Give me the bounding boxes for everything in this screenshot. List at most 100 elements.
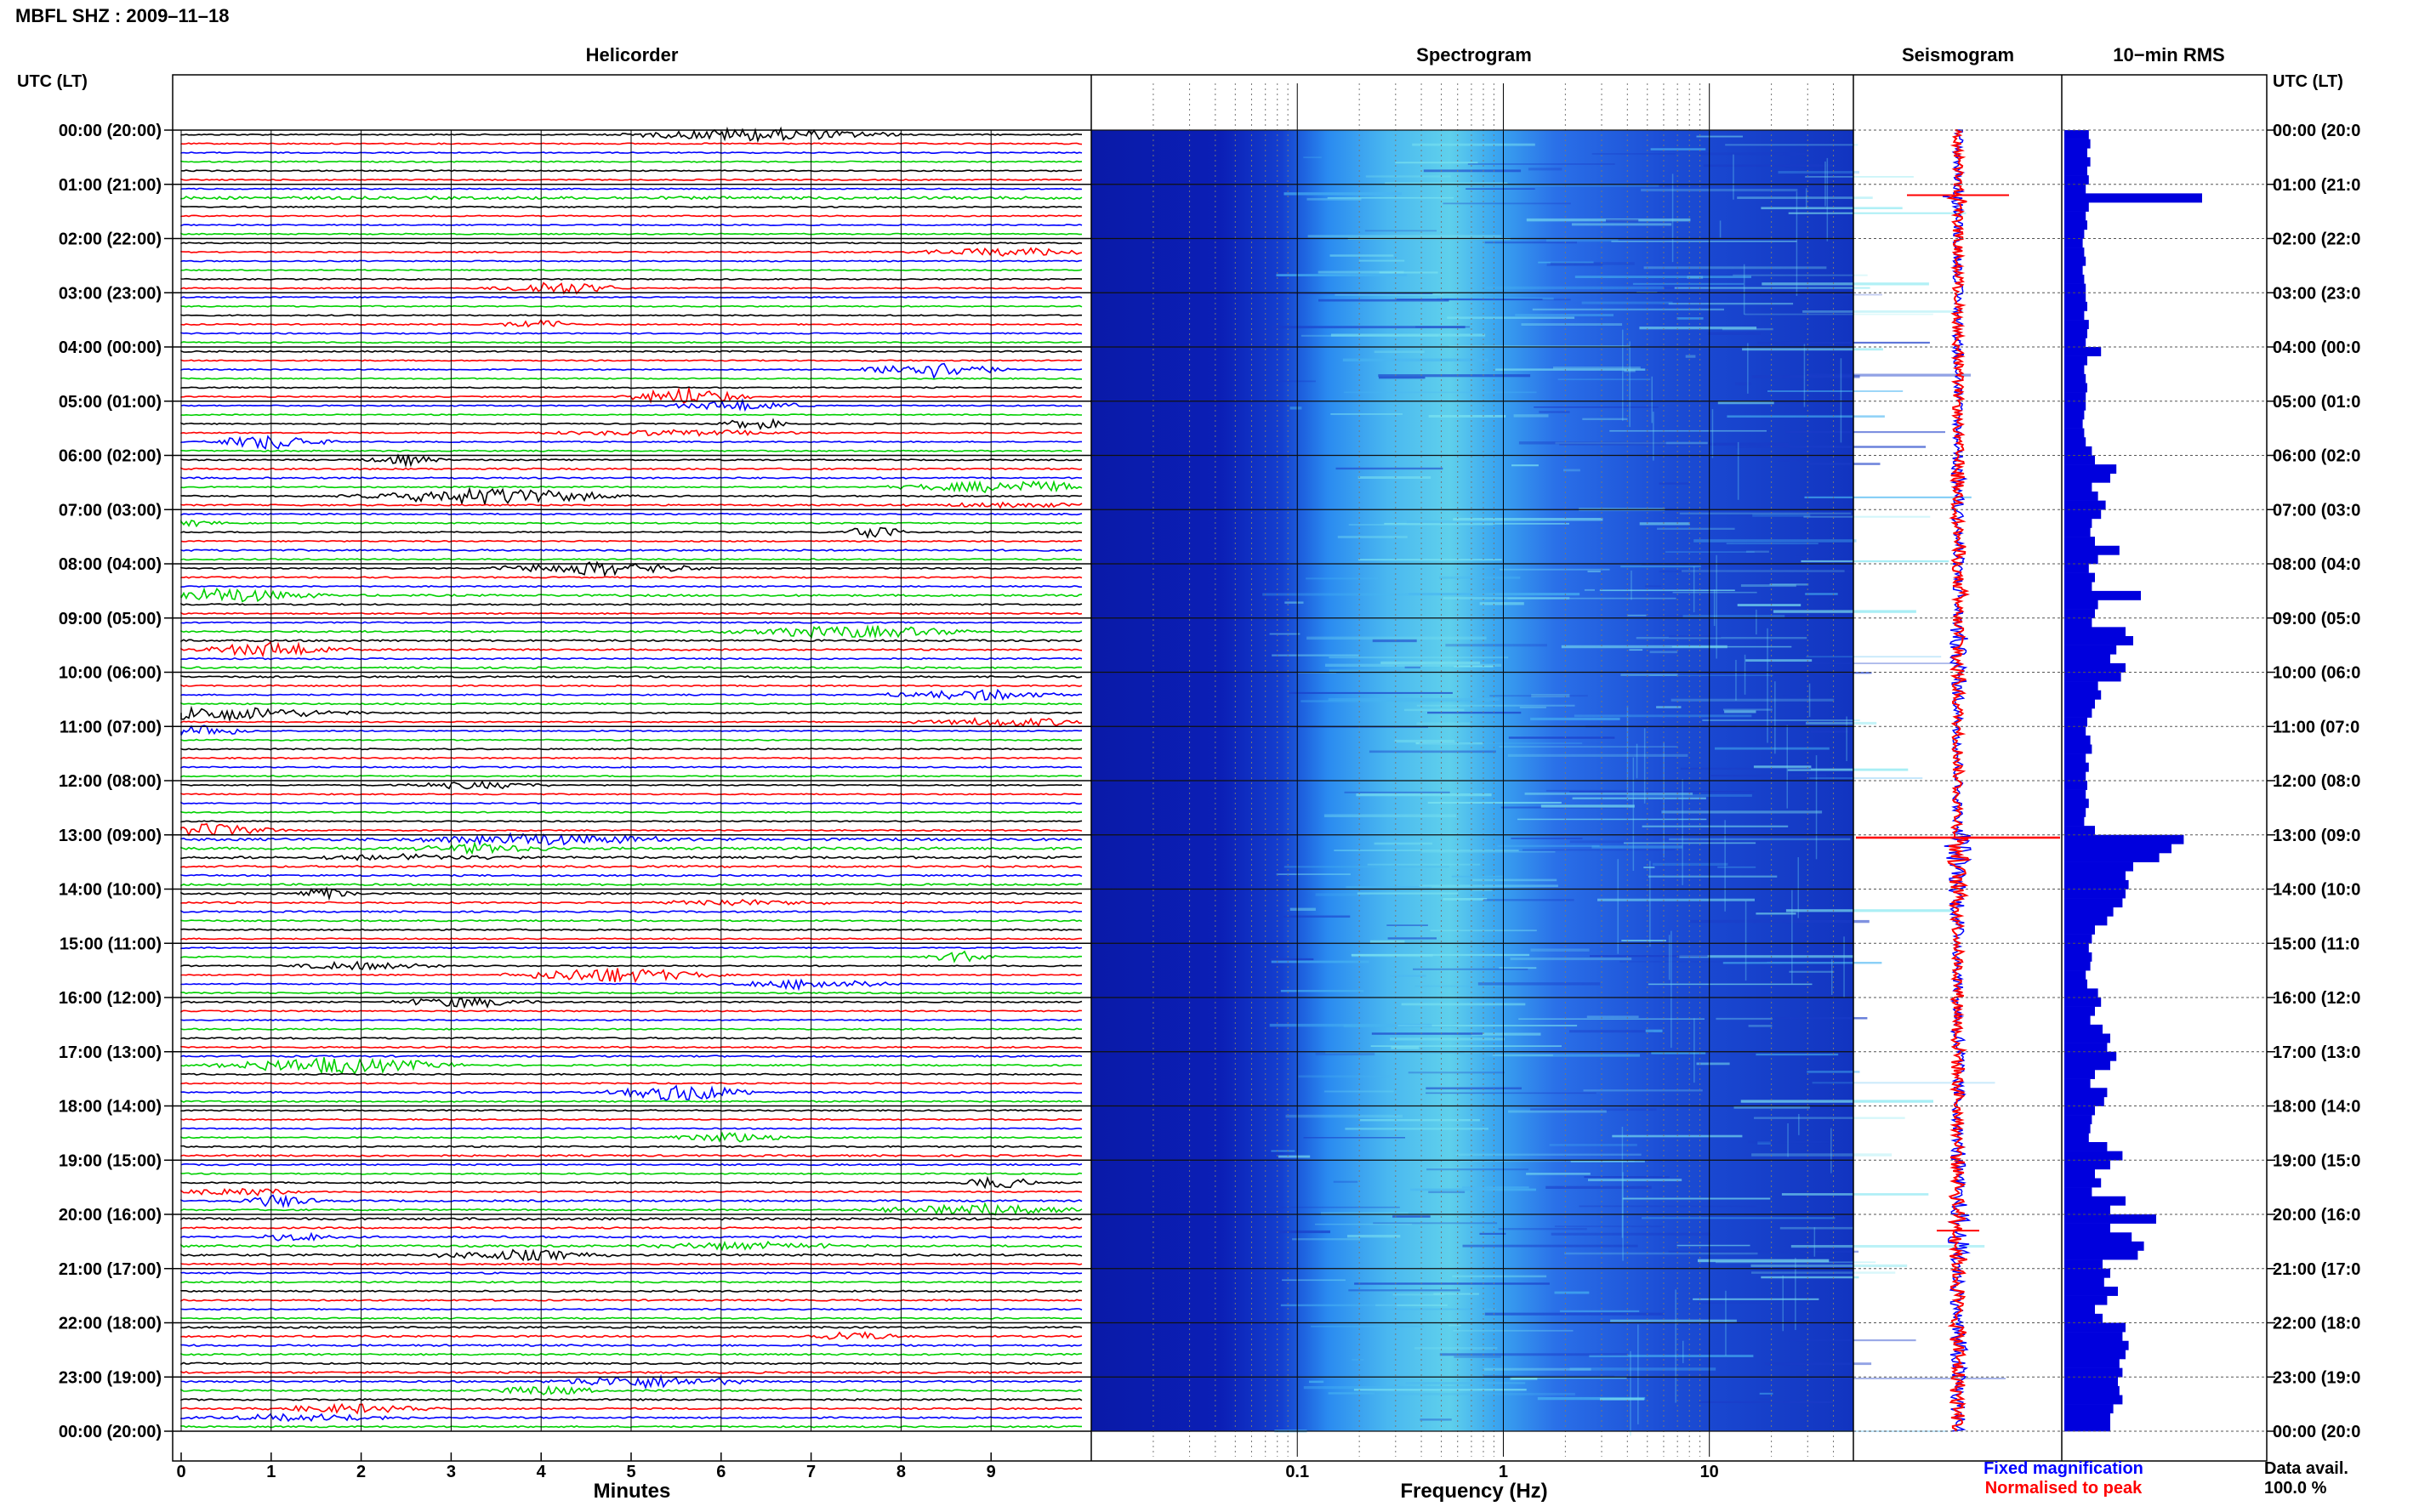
spectrogram-streak (1433, 1293, 1479, 1295)
spectrogram-streak (1744, 654, 1746, 695)
time-label-right: 09:00 (05:0 (2273, 610, 2360, 628)
helicorder-trace (180, 717, 1083, 728)
helicorder-trace (180, 946, 1083, 950)
spectrogram-streak (1420, 1418, 1452, 1421)
helicorder-trace (180, 1271, 1083, 1275)
data-availability-label: Data avail. (2264, 1459, 2348, 1478)
spectrogram-streak (1309, 1380, 1324, 1384)
rms-bar (2064, 247, 2085, 258)
rms-bar (2064, 139, 2091, 149)
rms-title: 10−min RMS (2113, 44, 2224, 65)
spectrogram-streak (1311, 1325, 1424, 1327)
spectrogram-streak (1479, 1232, 1506, 1235)
time-label-left: 15:00 (11:00) (60, 935, 162, 953)
helicorder-trace (180, 624, 1083, 639)
helicorder-trace (180, 1361, 1083, 1366)
spectrogram-streak (1708, 332, 1762, 335)
spectrogram-streak (1785, 909, 1954, 912)
spectrogram-streak (1806, 656, 1942, 658)
time-label-left: 21:00 (17:00) (59, 1260, 162, 1279)
spectrogram-streak (1589, 1355, 1754, 1357)
rms-bar (2064, 1422, 2110, 1432)
rms-bar (2064, 1115, 2092, 1125)
helicorder-trace (180, 560, 1083, 577)
helicorder-trace (180, 1202, 1083, 1216)
spectrogram-streak (1559, 443, 1716, 446)
time-label-left: 09:00 (05:00) (59, 610, 162, 628)
helicorder-trace (180, 178, 1083, 181)
spectrogram-streak (1315, 1223, 1413, 1225)
spectrogram-streak (1278, 1155, 1311, 1158)
spectrogram-streak (1733, 154, 1734, 200)
spectrogram-streak (1710, 442, 1789, 446)
spectrogram-streak (1280, 1304, 1397, 1307)
rms-bar (2064, 654, 2110, 664)
spectrogram-streak (1264, 1206, 1400, 1208)
time-labels-right: 00:00 (20:0 01:00 (21:0 02:00 (22:0 03:00 (… (2273, 122, 2360, 1441)
spectrogram-streak (1321, 1212, 1409, 1215)
helicorder-trace (180, 584, 1082, 588)
helicorder-trace (180, 1424, 1082, 1429)
rms-bar (2064, 455, 2095, 465)
spectrogram-streak (1395, 162, 1478, 164)
time-label-left: 14:00 (10:00) (59, 881, 162, 900)
spectrogram-streak (1495, 368, 1646, 371)
rms-bar (2064, 1287, 2118, 1296)
spectrogram-streak (1289, 907, 1316, 912)
spectrogram-streak (1746, 550, 1769, 553)
spectrogram-streak (1416, 722, 1471, 725)
spectrogram-streak (1769, 583, 1809, 586)
helicorder-trace (180, 1009, 1083, 1013)
rms-bar (2064, 609, 2095, 619)
time-axis-title-right: UTC (LT) (2273, 72, 2343, 91)
spectrogram-streak (1390, 1037, 1505, 1041)
helicorder-trace (180, 232, 1083, 236)
spectrogram-streak (1668, 935, 1671, 981)
spectrogram-streak (1717, 866, 1756, 868)
spectrogram-streak (1703, 164, 1836, 168)
spectrogram-streak (1460, 1159, 1635, 1162)
spectrogram-streak (1530, 1108, 1657, 1111)
rms-bar (2064, 753, 2086, 764)
rms-bar (2064, 762, 2089, 772)
spectrogram-streak (1276, 274, 1407, 276)
helicorder-trace (180, 1413, 1083, 1423)
spectrogram-streak (1574, 714, 1752, 718)
spectrogram-streak (1711, 409, 1714, 458)
rms-bar (2064, 1006, 2095, 1016)
rms-bar (2064, 1133, 2089, 1143)
spectrogram-streak (1599, 589, 1735, 592)
spectrogram-streak (1727, 415, 1885, 418)
rms-bar (2064, 564, 2089, 573)
helicorder-trace (180, 386, 1083, 389)
spectrogram-streak (1642, 1217, 1836, 1219)
time-label-right: 20:00 (16:0 (2273, 1206, 2360, 1225)
spectrogram-streak (1675, 1289, 1676, 1403)
helicorder-trace (180, 512, 1083, 516)
helicorder-trace (180, 666, 1083, 670)
spectrogram-streak (1357, 476, 1431, 479)
spectrogram-streak (1426, 1087, 1522, 1090)
helicorder-trace (180, 725, 1083, 736)
spectrogram-streak (1636, 743, 1638, 779)
helicorder-trace (180, 1325, 1083, 1329)
spectrogram-streak (1282, 1279, 1346, 1282)
spectrogram-streak (1797, 857, 1799, 918)
helicorder-trace (180, 480, 1083, 494)
rms-bar (2064, 1232, 2132, 1242)
spectrogram-streak (1588, 1179, 1682, 1182)
time-label-right: 22:00 (18:0 (2273, 1315, 2360, 1333)
spectrogram-streak (1275, 1230, 1330, 1234)
spectrogram-streak (1693, 1018, 1695, 1083)
helicorder-trace (180, 362, 1083, 380)
spectrogram-streak (1532, 308, 1724, 311)
time-label-right: 06:00 (02:0 (2273, 447, 2360, 466)
rms-bar (2064, 826, 2095, 836)
spectrogram-streak (1559, 1310, 1640, 1313)
time-label-right: 03:00 (23:0 (2273, 284, 2360, 303)
spectrogram-streak (1609, 429, 1767, 432)
spectrogram-streak (1345, 1128, 1488, 1130)
spectrogram-streak (1685, 355, 1696, 358)
spectrogram-streak (1485, 286, 1665, 290)
spectrogram-streak (1811, 730, 1849, 733)
